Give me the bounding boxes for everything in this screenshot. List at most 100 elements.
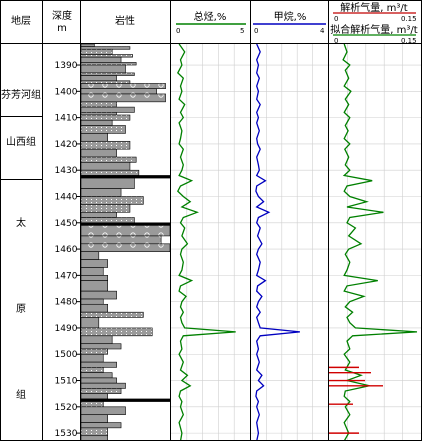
lithology-bar-gray bbox=[80, 335, 113, 345]
lithology-bar-dots bbox=[80, 114, 131, 121]
methane-min-label: 0 bbox=[254, 27, 258, 35]
depth-tick-label: 1430 bbox=[55, 166, 78, 176]
lithology-bar-dots bbox=[80, 140, 131, 150]
depth-tick-label: 1440 bbox=[55, 192, 78, 202]
depth-tick-label: 1530 bbox=[55, 429, 78, 439]
lithology-bar-circles bbox=[80, 88, 157, 95]
lithology-bar-dots bbox=[80, 367, 104, 373]
strata-label-fenfanghe: 芬芳河组 bbox=[1, 88, 41, 101]
strata-label-zu: 组 bbox=[16, 388, 26, 401]
lithology-bar-gray bbox=[80, 56, 122, 63]
lithology-bar-dots bbox=[80, 156, 137, 163]
lithology-bar-dots bbox=[80, 388, 122, 394]
lithology-bar-dots bbox=[80, 311, 144, 318]
lithology-bar-circles bbox=[80, 243, 171, 253]
lithology-bar-gray bbox=[80, 361, 117, 368]
methane-header: 甲烷,% bbox=[274, 10, 307, 23]
lithology-bar-gray bbox=[80, 177, 135, 189]
total-hc-min-label: 0 bbox=[176, 27, 180, 35]
lithology-bar-gray bbox=[80, 303, 109, 313]
lithology-bar-gray bbox=[80, 372, 113, 379]
fitted-desorbed-min-label: 0 bbox=[334, 37, 338, 45]
lithology-bar-gray bbox=[80, 64, 126, 74]
lithology-bar-dots bbox=[80, 48, 113, 55]
lithology-bar-dots bbox=[80, 196, 144, 205]
lithology-bar-gray bbox=[80, 106, 135, 113]
total-hc-header: 总烃,% bbox=[194, 10, 227, 23]
lithology-bar-dots bbox=[80, 54, 133, 58]
lithology-bar-dots bbox=[80, 169, 140, 176]
lithology-bar-dots bbox=[80, 427, 109, 437]
lithology-bar-gray bbox=[80, 414, 109, 423]
lithology-bar-gray bbox=[80, 188, 122, 197]
lithology-bar-gray bbox=[80, 211, 117, 218]
fitted-desorbed-max-label: 0.15 bbox=[401, 37, 417, 45]
depth-tick-label: 1490 bbox=[55, 324, 78, 334]
lithology-header: 岩性 bbox=[115, 14, 135, 27]
lithology-bar-circles bbox=[80, 93, 166, 103]
depth-header-line2: m bbox=[57, 23, 67, 34]
strata-label-shanxi: 山西组 bbox=[6, 135, 36, 148]
lithology-bar-gray bbox=[80, 267, 104, 276]
total-hc-max-label: 5 bbox=[240, 27, 244, 35]
lithology-bar-black bbox=[80, 175, 171, 179]
lithology-bar-dots bbox=[80, 101, 117, 108]
desorbed-header: 解析气量, m³/t bbox=[340, 1, 407, 14]
lithology-bar-dots bbox=[80, 204, 131, 213]
track-grid bbox=[171, 44, 421, 441]
lithology-bar-circles bbox=[80, 235, 162, 245]
depth-tick-label: 1450 bbox=[55, 219, 78, 229]
lithology-bar-gray bbox=[80, 162, 131, 171]
depth-tick-label: 1500 bbox=[55, 350, 78, 360]
depth-tick-label: 1410 bbox=[55, 114, 78, 124]
lithology-bar-gray bbox=[80, 251, 100, 260]
methane-max-label: 4 bbox=[320, 27, 325, 35]
lithology-bar-gray bbox=[80, 259, 109, 268]
depth-header-line1: 深度 bbox=[52, 9, 72, 22]
strata-label-yuan: 原 bbox=[16, 303, 26, 315]
lithology-bar-dots bbox=[80, 72, 135, 76]
depth-axis: 1390 1400 1410 1420 1430 1440 1450 1460 1470 1480… bbox=[55, 61, 80, 439]
lithology-bar-circles bbox=[80, 225, 171, 237]
curve-track-0 bbox=[176, 43, 236, 441]
lithology-bar-black bbox=[80, 222, 171, 226]
lithology-bar-gray bbox=[80, 377, 117, 384]
depth-tick-label: 1470 bbox=[55, 271, 78, 281]
lithology-bar-gray bbox=[80, 275, 109, 281]
depth-tick-label: 1460 bbox=[55, 245, 78, 255]
lithology-bar-dots bbox=[80, 112, 117, 116]
lithology-bar-gray bbox=[80, 148, 117, 158]
lithology-bar-dots bbox=[80, 125, 126, 134]
lithology-bar-gray bbox=[80, 119, 113, 126]
depth-tick-label: 1520 bbox=[55, 403, 78, 413]
desorbed-max-label: 0.15 bbox=[401, 15, 417, 23]
lithology-bar-dots bbox=[80, 327, 153, 337]
lithology-bar-dots bbox=[80, 401, 104, 408]
lithology-bar-gray bbox=[80, 317, 100, 329]
lithology-bar-gray bbox=[80, 290, 117, 300]
lithology-bar-gray bbox=[80, 382, 126, 389]
lithology-bar-gray bbox=[80, 133, 109, 142]
log-curves bbox=[176, 43, 418, 441]
curve-track-2 bbox=[342, 43, 418, 441]
lithology-bar-gray bbox=[80, 353, 104, 363]
desorbed-min-label: 0 bbox=[334, 15, 338, 23]
lithology-bar-black bbox=[80, 398, 171, 402]
fitted-desorbed-header: 拟合解析气量, m³/t bbox=[330, 23, 417, 36]
lithology-bar-dots bbox=[80, 217, 135, 224]
depth-tick-label: 1420 bbox=[55, 140, 78, 150]
strata-header: 地层 bbox=[11, 14, 31, 27]
depth-tick-label: 1510 bbox=[55, 377, 78, 387]
lithology-bar-gray bbox=[80, 406, 126, 416]
lithology-bar-dots bbox=[80, 62, 137, 66]
lithology-bar-gray bbox=[80, 343, 122, 350]
lithology-bar-gray bbox=[80, 422, 122, 429]
strata-label-tai: 太 bbox=[16, 216, 26, 229]
depth-tick-label: 1400 bbox=[55, 87, 78, 97]
curve-track-1 bbox=[255, 43, 300, 441]
lithology-bar-gray bbox=[80, 280, 109, 292]
depth-tick-label: 1390 bbox=[55, 61, 78, 71]
lithology-bar-gray bbox=[80, 393, 109, 400]
lithology-bar-circles bbox=[80, 83, 166, 89]
